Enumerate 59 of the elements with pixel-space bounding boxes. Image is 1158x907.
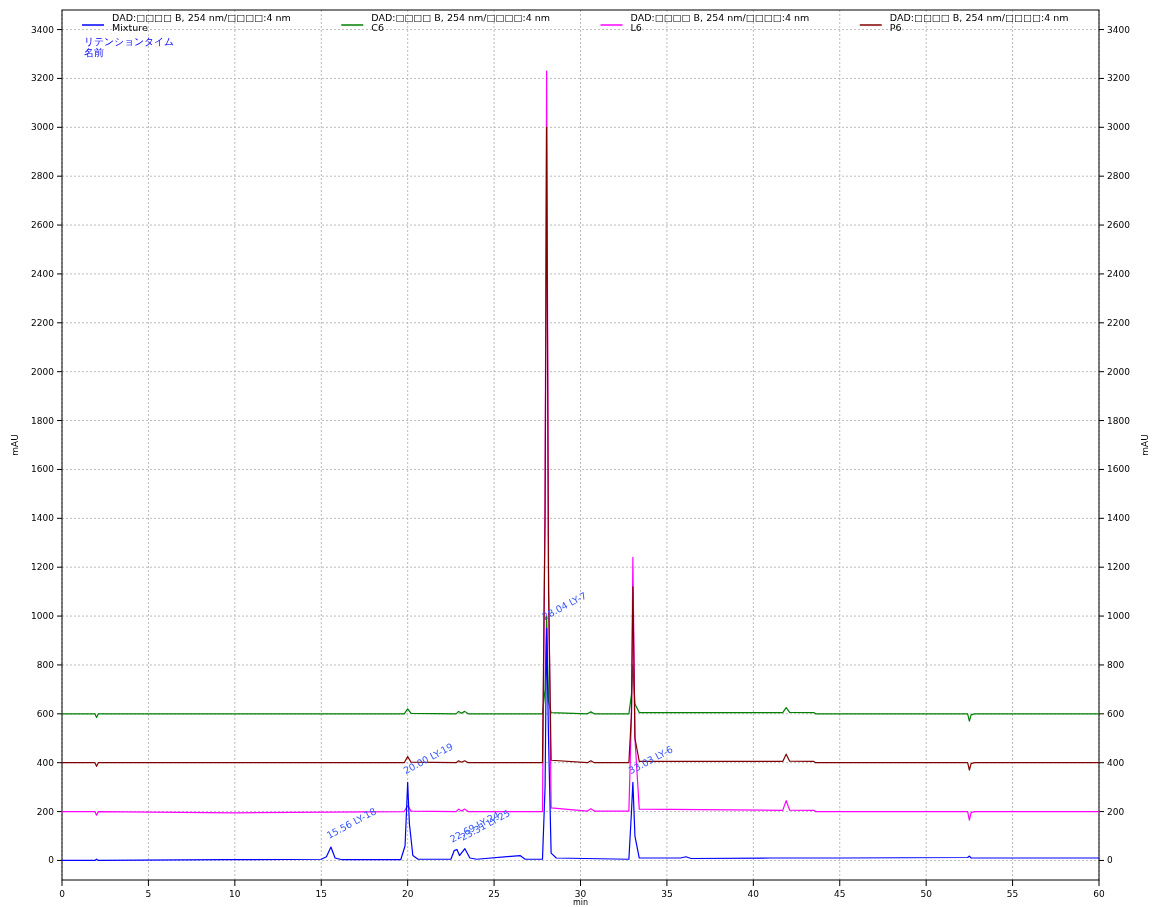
y2-tick-label: 1800 xyxy=(1107,415,1131,426)
annotation: 名前 xyxy=(84,47,104,58)
y-tick-label: 2200 xyxy=(31,317,55,328)
x-tick-label: 45 xyxy=(834,889,846,899)
legend-label: DAD:□□□□ B, 254 nm/□□□□:4 nm P6 xyxy=(889,12,1069,33)
legend-label: DAD:□□□□ B, 254 nm/□□□□:4 nm L6 xyxy=(630,12,810,33)
y-tick-label: 3400 xyxy=(31,24,55,35)
y2-tick-label: 400 xyxy=(1107,757,1125,768)
y2-tick-label: 0 xyxy=(1107,855,1113,866)
y-tick-label: 2400 xyxy=(31,268,55,279)
legend-label: DAD:□□□□ B, 254 nm/□□□□:4 nm Mixture xyxy=(112,12,291,33)
y-tick-label: 600 xyxy=(36,708,55,719)
y-tick-label: 0 xyxy=(48,855,55,866)
line-series xyxy=(61,627,1100,862)
x-tick-label: 40 xyxy=(747,889,760,899)
y2-tick-label: 1400 xyxy=(1107,513,1131,524)
y-tick-label: 3000 xyxy=(31,122,55,133)
y2-tick-label: 3200 xyxy=(1107,73,1131,84)
y-tick-label: 1000 xyxy=(31,611,55,622)
y2-tick-label: 1600 xyxy=(1107,464,1131,475)
y2-axis-title: mAU xyxy=(1140,434,1150,456)
y2-tick-label: 3400 xyxy=(1107,24,1131,35)
y2-tick-label: 2400 xyxy=(1107,268,1131,279)
x-tick-label: 60 xyxy=(1093,889,1105,899)
y-tick-label: 200 xyxy=(36,806,55,817)
y-tick-label: 1800 xyxy=(31,415,55,426)
y2-tick-label: 600 xyxy=(1107,708,1125,719)
y2-tick-label: 2000 xyxy=(1107,366,1131,377)
x-tick-label: 10 xyxy=(229,889,241,899)
x-tick-label: 25 xyxy=(488,889,500,899)
y2-tick-label: 1000 xyxy=(1107,611,1131,622)
y-tick-label: 2800 xyxy=(31,171,55,182)
y2-tick-label: 2200 xyxy=(1107,317,1131,328)
y-tick-label: 400 xyxy=(36,757,55,768)
y2-tick-label: 800 xyxy=(1107,659,1125,670)
x-axis-title: min xyxy=(572,898,589,907)
y-tick-label: 1400 xyxy=(31,513,55,524)
y2-tick-label: 2800 xyxy=(1107,171,1131,182)
x-tick-label: 35 xyxy=(661,889,673,899)
legend-label: DAD:□□□□ B, 254 nm/□□□□:4 nm C6 xyxy=(371,12,550,33)
annotation: リテンションタイム xyxy=(84,36,174,47)
x-tick-label: 15 xyxy=(315,889,327,899)
y-tick-label: 2000 xyxy=(31,366,55,377)
y2-tick-label: 1200 xyxy=(1107,562,1131,573)
x-tick-label: 50 xyxy=(920,889,933,899)
x-tick-label: 5 xyxy=(145,889,152,899)
x-tick-label: 30 xyxy=(574,889,587,899)
y-axis-title: mAU xyxy=(10,434,20,456)
x-tick-label: 0 xyxy=(59,889,66,899)
y-tick-label: 3200 xyxy=(31,73,55,84)
y2-tick-label: 3000 xyxy=(1107,122,1131,133)
x-tick-label: 55 xyxy=(1006,889,1019,899)
y-tick-label: 1600 xyxy=(31,464,55,475)
y-tick-label: 800 xyxy=(36,659,55,670)
y-tick-label: 2600 xyxy=(31,220,55,231)
y2-tick-label: 200 xyxy=(1107,806,1125,817)
y2-tick-label: 2600 xyxy=(1107,220,1131,231)
x-tick-label: 20 xyxy=(401,889,414,899)
y-tick-label: 1200 xyxy=(31,562,55,573)
